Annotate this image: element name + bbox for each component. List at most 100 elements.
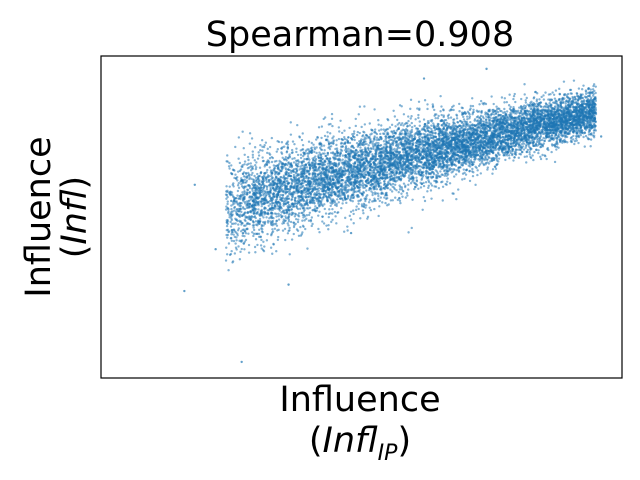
scatter-point — [225, 233, 228, 237]
scatter-point — [349, 210, 353, 213]
scatter-point — [283, 197, 286, 201]
scatter-point — [503, 107, 506, 111]
scatter-point — [317, 227, 320, 231]
scatter-point — [310, 224, 313, 228]
scatter-point — [455, 117, 459, 120]
scatter-point — [371, 140, 375, 143]
scatter-point — [517, 136, 521, 140]
scatter-point — [310, 141, 313, 145]
scatter-point — [275, 150, 278, 153]
scatter-point — [474, 165, 477, 168]
scatter-point — [552, 93, 556, 96]
scatter-point — [328, 208, 331, 211]
scatter-point — [417, 187, 420, 190]
scatter-point — [337, 137, 341, 141]
scatter-point — [484, 102, 488, 106]
scatter-point — [402, 113, 406, 116]
scatter-point — [227, 269, 230, 272]
scatter-point — [472, 171, 475, 174]
scatter-point — [368, 198, 371, 202]
scatter-point — [509, 105, 512, 109]
scatter-point — [287, 224, 290, 227]
scatter-point — [427, 186, 430, 190]
scatter-point — [277, 212, 280, 216]
scatter-point — [297, 234, 301, 237]
scatter-point — [535, 140, 539, 144]
scatter-point — [367, 201, 371, 204]
scatter-point — [272, 243, 275, 246]
scatter-point — [259, 244, 263, 247]
scatter-point — [314, 155, 317, 158]
scatter-point — [537, 149, 540, 152]
scatter-point — [244, 238, 248, 242]
scatter-point — [318, 210, 321, 213]
scatter-point — [375, 187, 379, 191]
scatter-point — [297, 195, 301, 198]
scatter-point — [479, 114, 483, 118]
scatter-point — [323, 207, 326, 211]
scatter-point — [572, 79, 576, 82]
scatter-point — [247, 174, 251, 177]
scatter-point — [457, 188, 460, 191]
scatter-point — [533, 150, 536, 154]
scatter-point — [421, 208, 424, 211]
scatter-point — [271, 156, 275, 160]
scatter-point — [573, 142, 576, 146]
scatter-point — [241, 234, 244, 238]
scatter-point — [331, 218, 334, 221]
scatter-point — [429, 182, 432, 185]
scatter-point — [320, 200, 323, 203]
scatter-point — [354, 124, 357, 128]
scatter-point — [422, 184, 426, 188]
scatter-point — [379, 196, 383, 199]
scatter-point — [551, 91, 554, 94]
scatter-point — [275, 215, 278, 218]
scatter-point — [231, 231, 234, 234]
scatter-point — [589, 133, 593, 136]
scatter-point — [424, 181, 428, 184]
scatter-point — [384, 201, 387, 205]
scatter-point — [385, 171, 389, 174]
chart-title: Spearman=0.908 — [206, 15, 514, 55]
scatter-point — [352, 222, 355, 225]
scatter-point — [257, 151, 260, 154]
scatter-point — [337, 126, 341, 129]
scatter-point — [364, 206, 367, 209]
scatter-point — [377, 141, 380, 145]
scatter-point — [454, 173, 458, 176]
scatter-point — [335, 143, 338, 147]
scatter-point — [311, 209, 314, 212]
scatter-point — [280, 141, 284, 144]
scatter-point — [507, 104, 511, 107]
scatter-point — [407, 231, 410, 234]
scatter-point — [235, 239, 238, 242]
scatter-point — [252, 226, 255, 229]
scatter-point — [504, 158, 507, 162]
scatter-point — [264, 192, 267, 195]
scatter-point — [290, 238, 294, 241]
scatter-point — [344, 146, 347, 149]
scatter-point — [377, 197, 380, 200]
scatter-point — [234, 246, 238, 249]
scatter-point — [542, 136, 545, 140]
scatter-point — [577, 141, 580, 145]
scatter-point — [401, 195, 404, 198]
scatter-point — [495, 107, 499, 111]
scatter-point — [224, 193, 228, 196]
scatter-point — [291, 140, 295, 143]
scatter-point — [234, 242, 237, 245]
scatter-point — [412, 141, 415, 145]
scatter-point — [277, 140, 281, 144]
scatter-point — [323, 134, 327, 138]
scatter-point — [276, 148, 279, 151]
scatter-point — [301, 132, 304, 135]
scatter-point — [243, 163, 246, 166]
scatter-point — [271, 231, 274, 234]
scatter-point — [345, 197, 348, 201]
scatter-point — [508, 157, 511, 160]
scatter-point — [341, 202, 344, 205]
scatter-point — [247, 158, 250, 162]
scatter-point — [253, 146, 257, 149]
scatter-point — [379, 132, 382, 136]
